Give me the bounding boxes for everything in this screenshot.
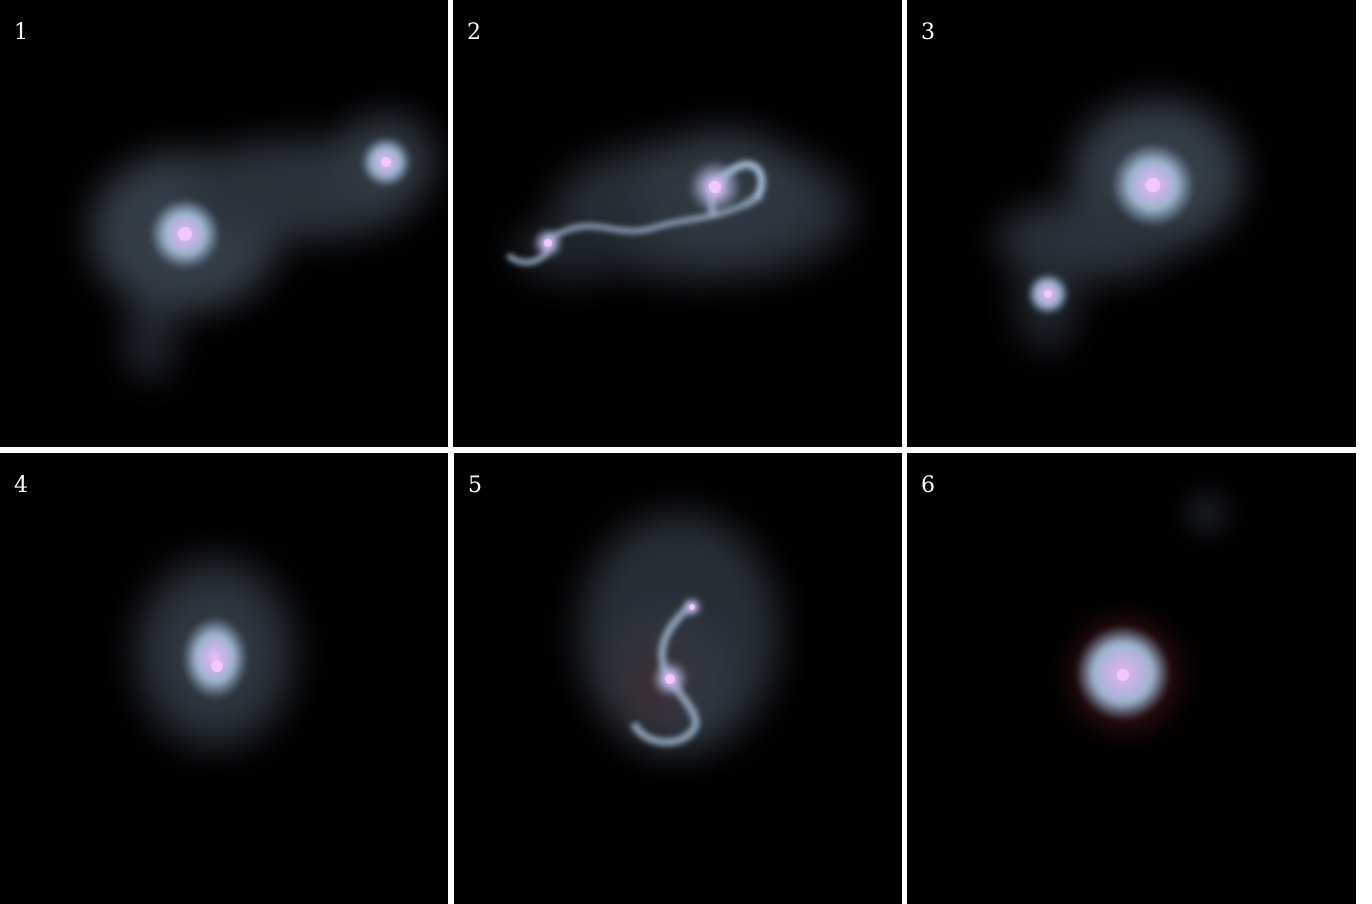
galaxy-small [533, 228, 563, 258]
panel-label: 6 [921, 473, 935, 498]
galaxy-merged [183, 618, 247, 698]
galaxy-large [1113, 145, 1193, 225]
tidal-arms [630, 601, 700, 746]
panel-label: 1 [14, 20, 28, 45]
panel-label: 4 [14, 473, 28, 498]
galaxy-large [151, 200, 219, 268]
panel-3-image [997, 100, 1242, 350]
panel-4-image [135, 558, 295, 748]
panel-label: 3 [921, 20, 935, 45]
panel-label: 5 [468, 473, 482, 498]
galaxy-core-upper [682, 597, 702, 617]
galaxy-core-lower [652, 661, 688, 697]
panel-1-image [90, 115, 435, 380]
halo-gas [90, 115, 435, 380]
panel-label: 2 [467, 20, 481, 45]
panel-6-image [1070, 493, 1227, 733]
galaxy-large [689, 161, 741, 213]
panel-2: 2 [453, 0, 902, 447]
panel-4: 4 [0, 453, 448, 904]
panel-5: 5 [454, 453, 902, 904]
panel-6: 6 [907, 453, 1356, 904]
halo-gas [997, 100, 1242, 350]
panel-1: 1 [0, 0, 448, 447]
panel-5-image [579, 513, 779, 753]
galaxy-remnant [1077, 627, 1169, 719]
panel-3: 3 [907, 0, 1356, 447]
panel-2-image [505, 130, 853, 280]
galaxy-small [1028, 274, 1068, 314]
halo-gas [579, 513, 779, 753]
halo-gas [513, 130, 853, 280]
galaxy-small [362, 138, 410, 186]
